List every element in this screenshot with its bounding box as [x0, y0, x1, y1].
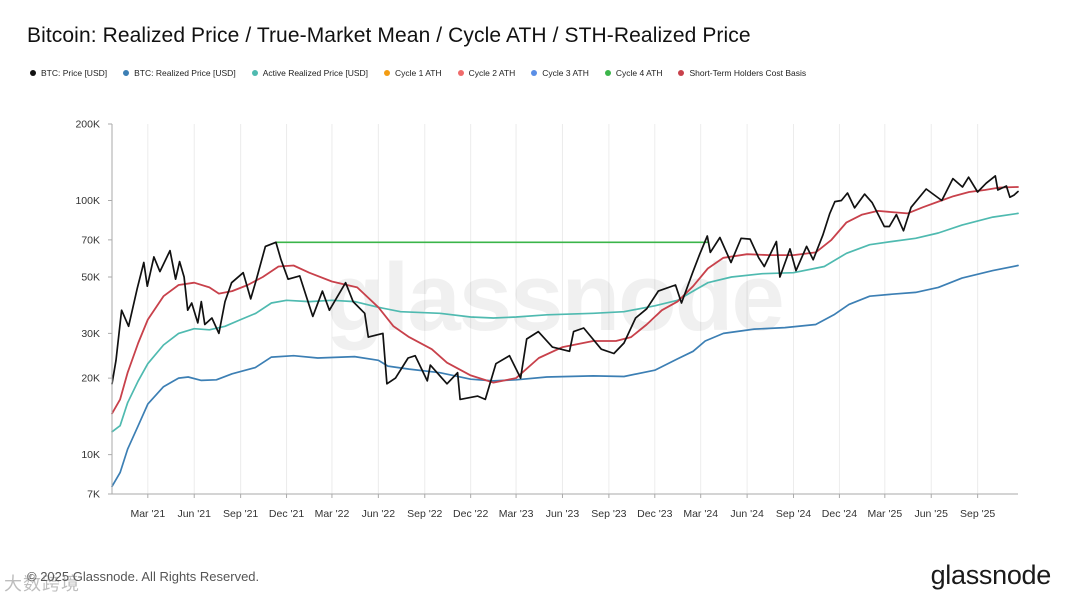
x-tick-label: Sep '25 — [960, 508, 995, 520]
gridlines — [147, 124, 979, 494]
x-tick-label: Sep '23 — [591, 508, 626, 520]
legend-label: Active Realized Price [USD] — [262, 68, 369, 78]
y-tick-label: 20K — [81, 373, 100, 385]
legend-swatch — [678, 70, 685, 76]
series-line-short-term-holders-cost-basis — [111, 186, 1019, 415]
legend-swatch — [384, 70, 391, 76]
x-tick-label: Jun '21 — [177, 508, 211, 520]
legend: BTC: Price [USD] BTC: Realized Price [USD… — [30, 68, 806, 78]
series-layer — [111, 175, 1019, 488]
axes: Mar '21 Jun '21 Sep '21 Dec '21 Mar '22 Jun '… — [75, 119, 1018, 520]
y-tick-label: 30K — [81, 328, 100, 340]
legend-label: BTC: Price [USD] — [41, 68, 108, 78]
legend-item[interactable]: Active Realized Price [USD] — [251, 68, 369, 78]
legend-item[interactable]: Cycle 3 ATH — [531, 68, 589, 78]
x-tick-label: Mar '23 — [499, 508, 534, 520]
series-line-btc-realized-price-usd — [111, 264, 1019, 488]
legend-item[interactable]: Cycle 1 ATH — [384, 68, 442, 78]
y-tick-label: 50K — [81, 272, 100, 284]
legend-swatch — [604, 70, 611, 76]
legend-swatch — [123, 70, 130, 76]
x-tick-label: Sep '22 — [407, 508, 442, 520]
y-tick-label: 200K — [75, 119, 100, 131]
watermark-stamp: 大数跨境 — [4, 574, 80, 595]
x-tick-label: Sep '21 — [223, 508, 258, 520]
legend-label: Short-Term Holders Cost Basis — [689, 68, 807, 78]
x-tick-label: Mar '21 — [130, 508, 165, 520]
x-tick-label: Mar '24 — [683, 508, 718, 520]
legend-label: Cycle 2 ATH — [468, 68, 516, 78]
chart-title: Bitcoin: Realized Price / True-Market Me… — [27, 24, 751, 47]
copyright-text: © 2025 Glassnode. All Rights Reserved. — [27, 569, 260, 584]
legend-label: BTC: Realized Price [USD] — [134, 68, 236, 78]
legend-swatch — [457, 70, 464, 76]
legend-label: Cycle 3 ATH — [542, 68, 589, 78]
legend-item[interactable]: Cycle 4 ATH — [604, 68, 663, 78]
series-line-active-realized-price-usd — [111, 212, 1019, 433]
y-tick-label: 10K — [81, 449, 100, 461]
x-tick-label: Jun '25 — [914, 508, 948, 520]
y-tick-label: 100K — [75, 195, 100, 207]
legend-swatch — [30, 70, 36, 76]
y-tick-label: 7K — [87, 489, 100, 501]
x-tick-label: Mar '25 — [867, 508, 902, 520]
y-tick-label: 70K — [81, 234, 100, 246]
x-tick-label: Jun '24 — [730, 508, 764, 520]
x-tick-label: Jun '23 — [546, 508, 580, 520]
watermark: glassnode — [326, 244, 783, 351]
legend-item[interactable]: Short-Term Holders Cost Basis — [678, 68, 806, 78]
x-tick-label: Dec '23 — [637, 508, 672, 520]
x-tick-label: Dec '24 — [822, 508, 857, 520]
legend-swatch — [251, 70, 258, 76]
legend-swatch — [531, 70, 538, 76]
x-tick-label: Mar '22 — [315, 508, 350, 520]
x-tick-label: Dec '22 — [453, 508, 488, 520]
series-line-btc-price-usd — [111, 175, 1019, 401]
x-tick-label: Sep '24 — [776, 508, 811, 520]
legend-label: Cycle 1 ATH — [395, 68, 442, 78]
legend-item[interactable]: Cycle 2 ATH — [457, 68, 516, 78]
legend-item[interactable]: BTC: Realized Price [USD] — [123, 68, 236, 78]
legend-label: Cycle 4 ATH — [615, 68, 663, 78]
x-tick-label: Dec '21 — [269, 508, 304, 520]
brand-logo: glassnode — [930, 560, 1052, 590]
legend-item[interactable]: BTC: Price [USD] — [30, 68, 107, 78]
x-tick-label: Jun '22 — [362, 508, 396, 520]
